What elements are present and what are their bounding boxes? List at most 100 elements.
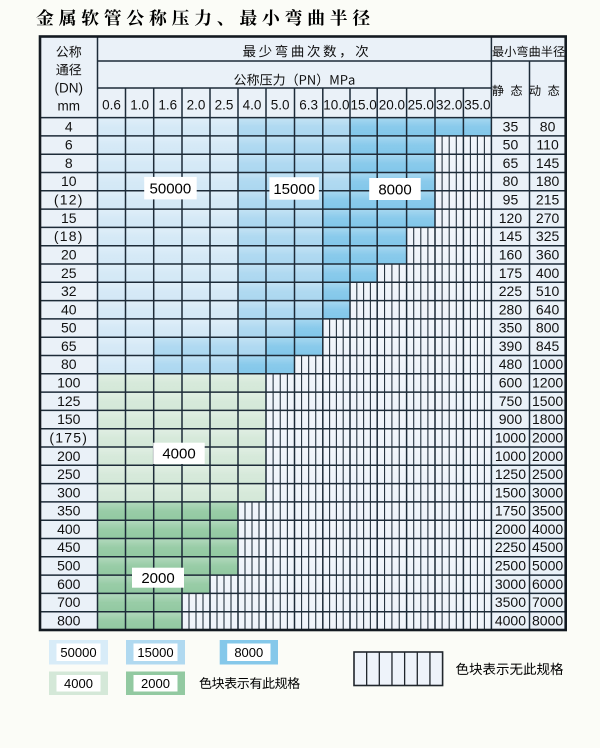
svg-text:390: 390 <box>499 338 523 354</box>
svg-text:7000: 7000 <box>532 594 563 610</box>
svg-text:5000: 5000 <box>532 558 563 574</box>
svg-text:1.6: 1.6 <box>158 98 177 113</box>
svg-text:(175): (175) <box>49 430 88 446</box>
svg-text:150: 150 <box>57 411 81 427</box>
svg-text:15000: 15000 <box>273 181 315 198</box>
svg-text:845: 845 <box>536 338 560 354</box>
svg-text:10: 10 <box>61 173 77 189</box>
svg-text:80: 80 <box>540 118 556 134</box>
svg-text:270: 270 <box>536 210 560 226</box>
svg-text:1250: 1250 <box>495 466 526 482</box>
svg-text:(18): (18) <box>54 228 84 244</box>
svg-text:8: 8 <box>65 155 73 171</box>
svg-text:360: 360 <box>536 246 560 262</box>
svg-text:(DN): (DN) <box>55 81 84 96</box>
svg-text:6000: 6000 <box>532 576 563 592</box>
svg-text:20: 20 <box>61 246 77 262</box>
svg-text:2.0: 2.0 <box>187 98 206 113</box>
svg-text:1.0: 1.0 <box>130 98 149 113</box>
svg-text:145: 145 <box>499 228 523 244</box>
svg-text:20.0: 20.0 <box>379 98 405 113</box>
svg-text:450: 450 <box>57 539 81 555</box>
svg-text:32.0: 32.0 <box>436 98 462 113</box>
svg-text:6.3: 6.3 <box>299 98 318 113</box>
svg-text:1500: 1500 <box>495 484 526 500</box>
svg-text:35: 35 <box>503 118 519 134</box>
svg-text:120: 120 <box>499 210 523 226</box>
svg-text:1200: 1200 <box>532 375 563 391</box>
svg-text:750: 750 <box>499 393 523 409</box>
svg-text:6: 6 <box>65 137 73 153</box>
svg-text:0.6: 0.6 <box>102 98 121 113</box>
svg-text:1000: 1000 <box>495 430 526 446</box>
svg-text:50000: 50000 <box>150 181 192 198</box>
svg-text:1750: 1750 <box>495 503 526 519</box>
svg-text:145: 145 <box>536 155 560 171</box>
svg-text:1500: 1500 <box>532 393 563 409</box>
svg-text:300: 300 <box>57 484 81 500</box>
svg-text:10.0: 10.0 <box>323 98 349 113</box>
svg-text:1800: 1800 <box>532 411 563 427</box>
svg-text:160: 160 <box>499 246 523 262</box>
svg-text:50000: 50000 <box>60 645 96 660</box>
svg-text:2000: 2000 <box>495 521 526 537</box>
svg-text:500: 500 <box>57 558 81 574</box>
svg-text:400: 400 <box>57 521 81 537</box>
svg-text:(12): (12) <box>54 192 84 208</box>
svg-text:4000: 4000 <box>64 676 93 691</box>
svg-text:100: 100 <box>57 375 81 391</box>
svg-text:125: 125 <box>57 393 81 409</box>
svg-text:32: 32 <box>61 283 77 299</box>
svg-text:3000: 3000 <box>532 484 563 500</box>
svg-text:80: 80 <box>503 173 519 189</box>
svg-text:65: 65 <box>61 338 77 354</box>
svg-text:510: 510 <box>536 283 560 299</box>
svg-text:215: 215 <box>536 192 560 208</box>
svg-text:2250: 2250 <box>495 539 526 555</box>
svg-text:350: 350 <box>499 320 523 336</box>
svg-text:700: 700 <box>57 594 81 610</box>
svg-text:50: 50 <box>61 320 77 336</box>
svg-text:175: 175 <box>499 265 523 281</box>
svg-text:640: 640 <box>536 301 560 317</box>
svg-text:8000: 8000 <box>532 613 563 629</box>
svg-text:15.0: 15.0 <box>350 98 376 113</box>
svg-text:80: 80 <box>61 356 77 372</box>
svg-text:50: 50 <box>503 137 519 153</box>
svg-text:600: 600 <box>499 375 523 391</box>
svg-text:1000: 1000 <box>495 448 526 464</box>
svg-text:225: 225 <box>499 283 523 299</box>
svg-text:180: 180 <box>536 173 560 189</box>
svg-text:25: 25 <box>61 265 77 281</box>
svg-text:480: 480 <box>499 356 523 372</box>
svg-text:4000: 4000 <box>162 446 195 463</box>
svg-text:350: 350 <box>57 503 81 519</box>
svg-text:110: 110 <box>536 137 559 153</box>
svg-text:3500: 3500 <box>495 594 526 610</box>
svg-text:65: 65 <box>503 155 519 171</box>
svg-text:280: 280 <box>499 301 523 317</box>
svg-text:3000: 3000 <box>495 576 526 592</box>
svg-text:800: 800 <box>536 320 560 336</box>
svg-text:15000: 15000 <box>137 645 173 660</box>
svg-text:40: 40 <box>61 301 77 317</box>
svg-text:2000: 2000 <box>141 570 174 587</box>
svg-text:4000: 4000 <box>495 613 526 629</box>
svg-text:8000: 8000 <box>378 181 411 198</box>
svg-text:600: 600 <box>57 576 81 592</box>
svg-text:4.0: 4.0 <box>243 98 262 113</box>
svg-text:15: 15 <box>61 210 77 226</box>
svg-text:2.5: 2.5 <box>215 98 234 113</box>
svg-text:800: 800 <box>57 613 81 629</box>
svg-text:4500: 4500 <box>532 539 563 555</box>
svg-text:900: 900 <box>499 411 523 427</box>
svg-text:2000: 2000 <box>532 448 563 464</box>
svg-text:4000: 4000 <box>532 521 563 537</box>
svg-text:3500: 3500 <box>532 503 563 519</box>
svg-text:250: 250 <box>57 466 81 482</box>
svg-text:400: 400 <box>536 265 560 281</box>
svg-text:5.0: 5.0 <box>271 98 290 113</box>
svg-text:200: 200 <box>57 448 81 464</box>
svg-text:mm: mm <box>58 99 81 114</box>
svg-text:25.0: 25.0 <box>408 98 434 113</box>
